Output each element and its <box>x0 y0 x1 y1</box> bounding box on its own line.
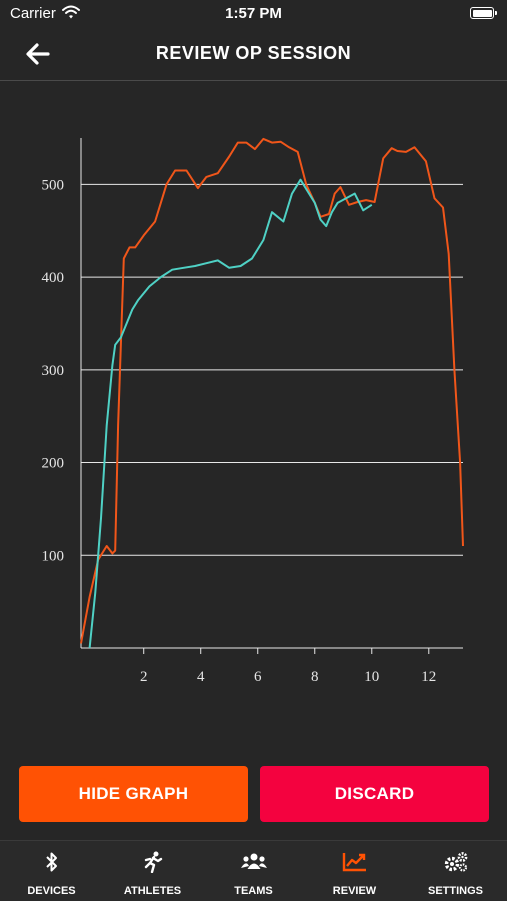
back-button[interactable] <box>24 40 52 68</box>
session-chart: 100 200 300 400 500 2 4 6 8 10 12 <box>0 80 507 760</box>
x-tick-label: 10 <box>364 669 379 685</box>
y-tick-label: 100 <box>42 548 65 564</box>
wifi-icon <box>62 5 80 24</box>
tab-label-devices: DEVICES <box>27 885 76 897</box>
y-tick-label: 300 <box>42 363 65 379</box>
carrier-label: Carrier <box>10 5 56 22</box>
tab-bar: DEVICES ATHLETES TEAMS <box>0 840 507 901</box>
tab-label-teams: TEAMS <box>234 885 273 897</box>
x-tick-label: 8 <box>311 669 319 685</box>
tab-settings[interactable]: SETTINGS <box>405 841 506 901</box>
battery-icon <box>470 7 497 19</box>
series-line-1 <box>80 137 464 644</box>
tab-devices[interactable]: DEVICES <box>1 841 102 901</box>
x-tick-label: 12 <box>421 669 436 685</box>
series-line-2 <box>88 178 373 649</box>
group-icon <box>203 851 304 873</box>
x-tick-label: 2 <box>140 669 148 685</box>
bluetooth-icon <box>1 851 102 873</box>
y-tick-label: 400 <box>42 270 65 286</box>
y-tick-label: 200 <box>42 456 65 472</box>
page-title: REVIEW OP SESSION <box>155 43 352 63</box>
navigation-bar: REVIEW OP SESSION <box>0 28 507 81</box>
discard-button[interactable]: DISCARD <box>260 766 489 822</box>
hide-graph-button[interactable]: HIDE GRAPH <box>19 766 248 822</box>
y-tick-label: 500 <box>42 177 65 193</box>
gears-icon <box>405 851 506 873</box>
tab-label-athletes: ATHLETES <box>123 885 182 897</box>
tab-teams[interactable]: TEAMS <box>203 841 304 901</box>
x-tick-label: 4 <box>197 669 205 685</box>
clock-time: 1:57 PM <box>225 5 282 22</box>
tab-athletes[interactable]: ATHLETES <box>102 841 203 901</box>
tab-label-review: REVIEW <box>332 885 377 897</box>
arrow-left-icon <box>26 43 50 65</box>
x-tick-label: 6 <box>254 669 262 685</box>
chart-line-icon <box>304 851 405 873</box>
runner-icon <box>102 851 203 873</box>
line-chart: 100 200 300 400 500 2 4 6 8 10 12 <box>42 137 464 685</box>
tab-review[interactable]: REVIEW <box>304 841 405 901</box>
status-bar: Carrier 1:57 PM <box>0 0 507 28</box>
tab-label-settings: SETTINGS <box>427 885 483 897</box>
